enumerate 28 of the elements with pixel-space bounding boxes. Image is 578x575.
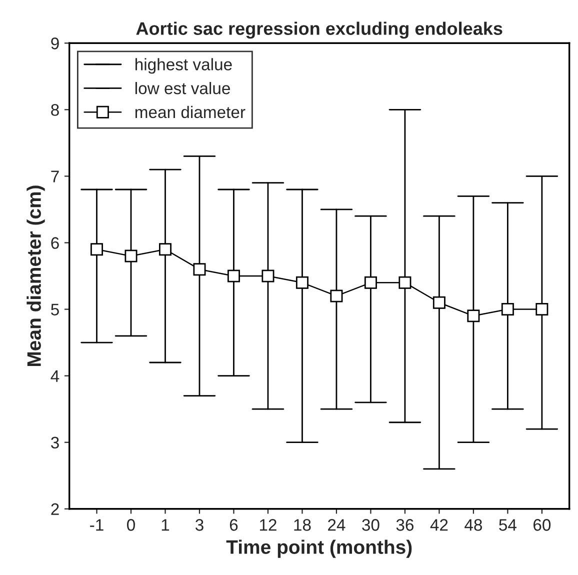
x-axis-title: Time point (months) <box>226 540 412 558</box>
x-tick-label: 36 <box>396 519 414 531</box>
y-tick-label: 8 <box>51 104 59 116</box>
x-tick-label: 54 <box>499 519 516 531</box>
y-tick-label: 7 <box>51 170 59 182</box>
x-tick-label: 24 <box>328 519 346 531</box>
x-tick-label: 3 <box>195 519 204 531</box>
y-tick-label: 4 <box>50 370 60 382</box>
x-tick-label: 30 <box>362 519 380 531</box>
y-tick-label: 9 <box>51 38 59 50</box>
x-tick-label: 0 <box>127 519 135 531</box>
x-tick-label: 6 <box>230 519 238 531</box>
y-tick-label: 2 <box>51 503 59 515</box>
y-tick-label: 5 <box>51 304 59 316</box>
x-tick-label: 18 <box>294 519 311 531</box>
y-tick-label: 3 <box>51 436 59 449</box>
x-tick-label: 60 <box>534 519 551 531</box>
x-tick-label: 12 <box>260 519 276 531</box>
legend-label: mean diameter <box>135 106 246 118</box>
x-tick-label: 48 <box>464 519 482 531</box>
annotation: highest value <box>136 58 232 74</box>
x-tick-label: 42 <box>430 519 448 531</box>
x-tick-label: -1 <box>90 519 104 531</box>
annotation: low est value <box>135 82 230 94</box>
y-axis-title: Mean diameter (cm) <box>26 186 45 366</box>
x-tick-label: 1 <box>162 519 170 531</box>
y-tick-label: 6 <box>51 237 59 249</box>
chart-title: Aortic sac regression excluding endoleaks <box>136 22 502 39</box>
